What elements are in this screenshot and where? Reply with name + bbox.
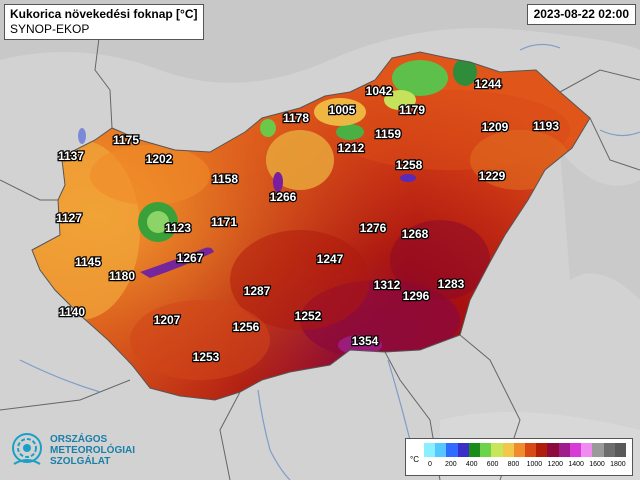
station-value: 1140 (59, 305, 85, 319)
station-value: 1258 (396, 158, 423, 172)
legend-tick: 1200 (547, 461, 564, 468)
legend-swatch (603, 443, 615, 457)
station-value: 1193 (533, 119, 559, 133)
station-value: 1287 (244, 284, 271, 298)
legend-swatch (513, 443, 525, 457)
station-value: 1267 (177, 251, 204, 265)
station-value: 1256 (233, 320, 260, 334)
station-value: 1145 (75, 255, 101, 269)
legend-swatch (457, 443, 469, 457)
title-box: Kukorica növekedési foknap [°C] SYNOP-EK… (4, 4, 204, 40)
legend-tick: 1000 (526, 461, 543, 468)
station-value: 1276 (360, 221, 387, 235)
station-value: 1179 (399, 103, 425, 117)
legend-swatch (524, 443, 537, 457)
legend-swatch (536, 443, 548, 457)
logo-line2: METEOROLÓGIAI (50, 445, 135, 456)
station-value: 1283 (438, 277, 465, 291)
station-value: 1296 (403, 289, 430, 303)
legend-swatch (558, 443, 570, 457)
station-value: 1252 (295, 309, 322, 323)
station-labels: 1244 1042 1005 1179 1178 1175 1209 1193 1159 1212… (55, 76, 561, 366)
station-value: 1178 (283, 111, 309, 125)
legend-tick: 200 (445, 461, 457, 468)
station-value: 1158 (212, 172, 238, 186)
rivers (19, 43, 640, 480)
station-value: 1175 (113, 133, 139, 147)
legend-swatch (592, 443, 604, 457)
legend-swatch (569, 443, 582, 457)
legend-swatch (480, 443, 492, 457)
station-value: 1244 (475, 77, 502, 91)
legend-swatch (581, 443, 593, 457)
legend-swatch (435, 443, 447, 457)
station-value: 1127 (56, 211, 82, 225)
logo-line3: SZOLGÁLAT (50, 456, 111, 467)
legend-tick: 1400 (568, 461, 584, 468)
legend-color-bar (424, 443, 626, 457)
station-value: 1005 (329, 103, 356, 117)
station-value: 1268 (402, 227, 429, 241)
legend-tick: 1600 (589, 461, 605, 468)
omsz-logo: ORSZÁGOS METEOROLÓGIAI SZOLGÁLAT (10, 428, 150, 474)
station-value: 1209 (482, 120, 509, 134)
legend-swatch (424, 443, 436, 457)
omsz-logo-icon (12, 433, 42, 465)
station-value: 1229 (479, 169, 506, 183)
station-value: 1171 (211, 215, 237, 229)
legend-tick: 800 (507, 461, 520, 468)
station-value: 1354 (352, 334, 379, 348)
datetime-label: 2023-08-22 02:00 (526, 4, 636, 25)
logo-line1: ORSZÁGOS (50, 434, 108, 445)
map-title: Kukorica növekedési foknap [°C] (10, 7, 198, 21)
country-border (31, 51, 591, 401)
legend-swatch (468, 443, 481, 457)
station-value: 1202 (146, 152, 173, 166)
legend-swatch (502, 443, 514, 457)
station-value: 1123 (165, 221, 191, 235)
lake-neusiedl (78, 128, 86, 144)
color-legend: °C 0 200 400 600 800 1000 1200 1400 1600 1800 (405, 438, 633, 476)
station-value: 1266 (270, 190, 297, 204)
station-value: 1253 (193, 350, 220, 364)
station-value: 1312 (374, 278, 401, 292)
station-value: 1180 (109, 269, 135, 283)
station-value: 1212 (338, 141, 365, 155)
legend-tick: 400 (465, 461, 478, 468)
map-subtitle: SYNOP-EKOP (10, 22, 90, 36)
legend-swatch (491, 443, 503, 457)
legend-tick: 0 (428, 461, 432, 468)
station-value: 1207 (154, 313, 181, 327)
station-value: 1159 (375, 127, 401, 141)
legend-tick: 600 (486, 461, 499, 468)
station-value: 1137 (58, 149, 84, 163)
legend-swatch (446, 443, 458, 457)
legend-unit: °C (410, 455, 419, 464)
station-value: 1042 (366, 84, 393, 98)
station-value: 1247 (317, 252, 344, 266)
legend-ticks: 0 200 400 600 800 1000 1200 1400 1600 1800 (424, 461, 626, 471)
legend-swatch (614, 443, 626, 457)
legend-swatch (547, 443, 559, 457)
legend-tick: 1800 (610, 461, 626, 468)
